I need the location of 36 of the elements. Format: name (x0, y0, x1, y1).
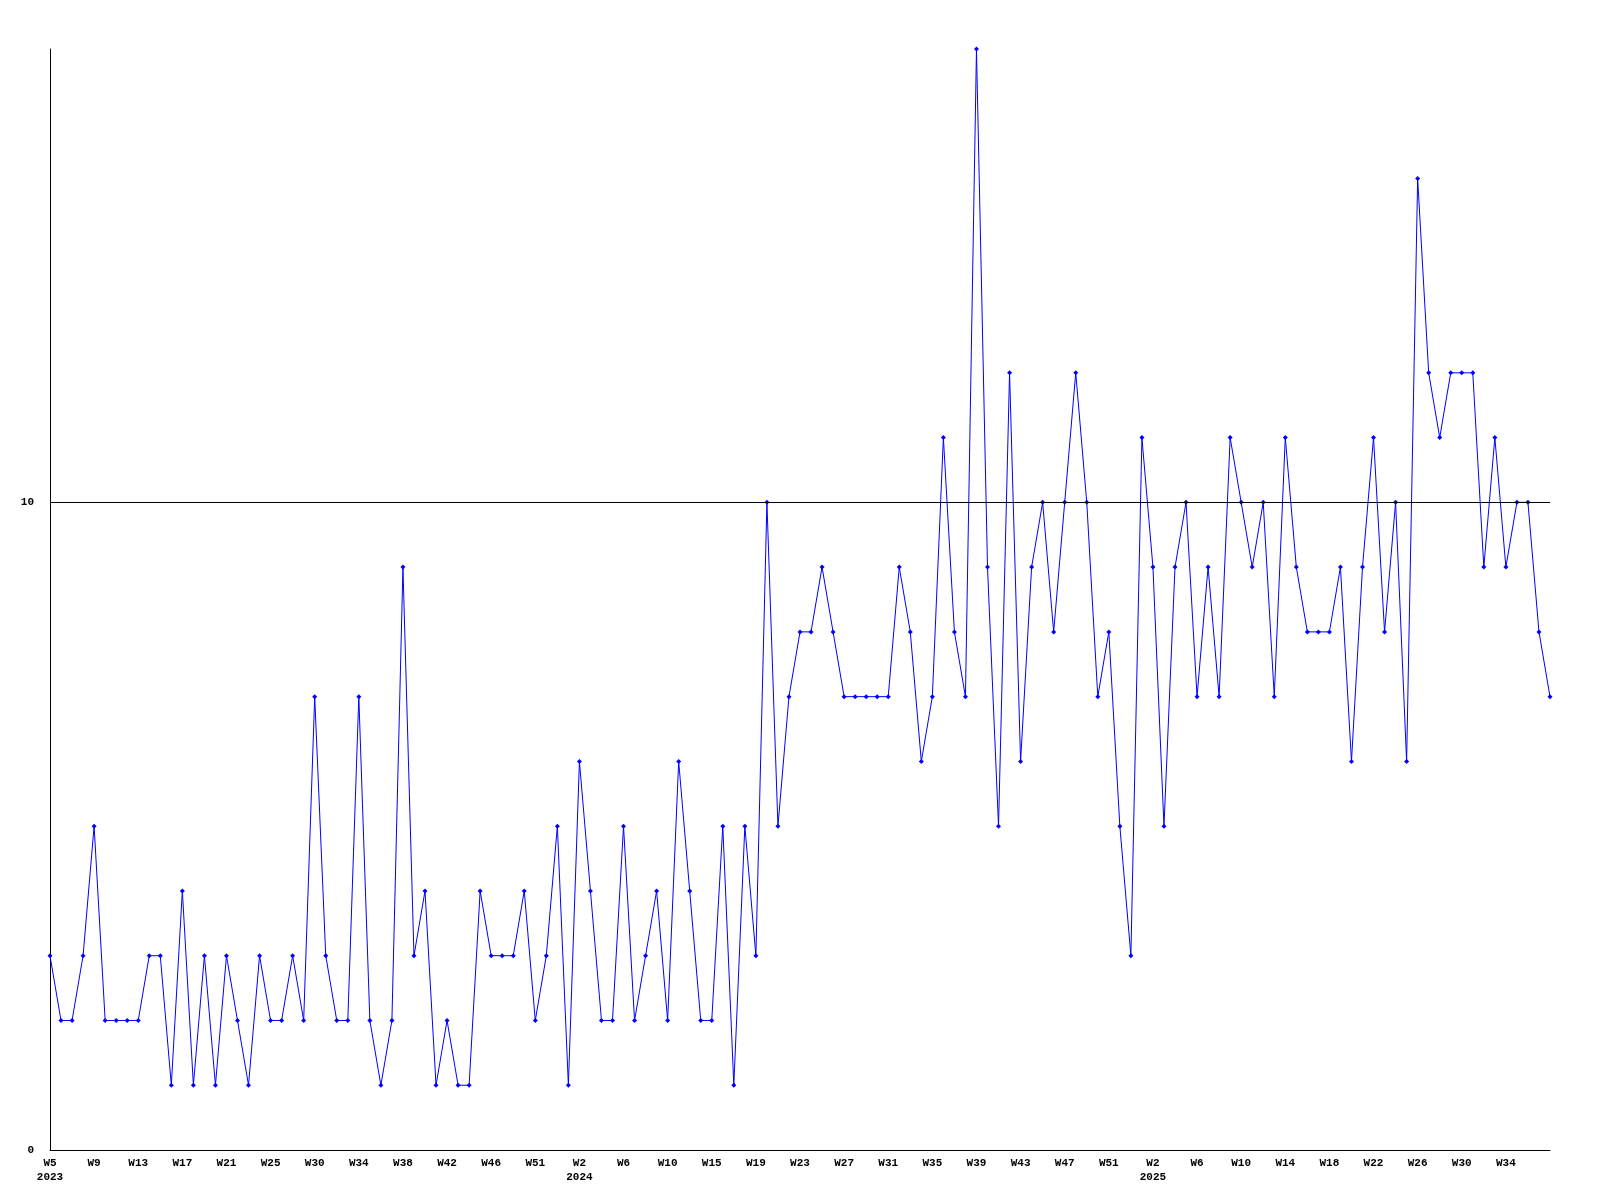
x-tick-label: W25 (260, 1157, 281, 1169)
x-tick-label: W13 (128, 1157, 149, 1169)
x-tick-label: W38 (393, 1157, 414, 1169)
x-tick-label: W15 (701, 1157, 723, 1169)
x-tick-label: W35 (922, 1157, 943, 1169)
x-tick-label: W34 (348, 1157, 370, 1169)
x-tick-label: W18 (1319, 1157, 1340, 1169)
x-tick-label: W10 (657, 1157, 678, 1169)
x-tick-label: W17 (172, 1157, 193, 1169)
x-tick-label: W30 (304, 1157, 325, 1169)
x-tick-label: W46 (481, 1157, 502, 1169)
x-tick-label: W2 2024 (566, 1157, 594, 1183)
x-tick-label: W51 (525, 1157, 546, 1169)
x-tick-label: W6 (616, 1157, 631, 1169)
x-tick-label: W47 (1054, 1157, 1075, 1169)
x-tick-label: W21 (216, 1157, 237, 1169)
x-tick-label: W30 (1451, 1157, 1472, 1169)
y-tick-label: 10 (20, 496, 34, 509)
y-tick-label: 0 (27, 1144, 34, 1156)
x-tick-label: W27 (834, 1157, 855, 1169)
x-tick-label: W39 (966, 1157, 987, 1169)
x-tick-label: W23 (790, 1157, 811, 1169)
x-tick-label: W26 (1407, 1157, 1428, 1169)
x-tick-label: W5 2023 (36, 1157, 64, 1183)
x-tick-label: W51 (1098, 1157, 1120, 1169)
x-tick-label: W22 (1363, 1157, 1384, 1169)
x-tick-label: W10 (1231, 1157, 1252, 1169)
x-tick-label: W19 (745, 1157, 766, 1169)
x-tick-label: W2 2025 (1139, 1157, 1167, 1183)
x-tick-label: W31 (878, 1157, 899, 1169)
x-tick-label: W14 (1275, 1157, 1296, 1169)
x-tick-label: W42 (437, 1157, 457, 1169)
x-tick-label: W9 (87, 1157, 101, 1169)
x-tick-label: W6 (1190, 1157, 1204, 1169)
x-tick-label: W43 (1010, 1157, 1031, 1169)
x-tick-label: W34 (1495, 1157, 1517, 1169)
